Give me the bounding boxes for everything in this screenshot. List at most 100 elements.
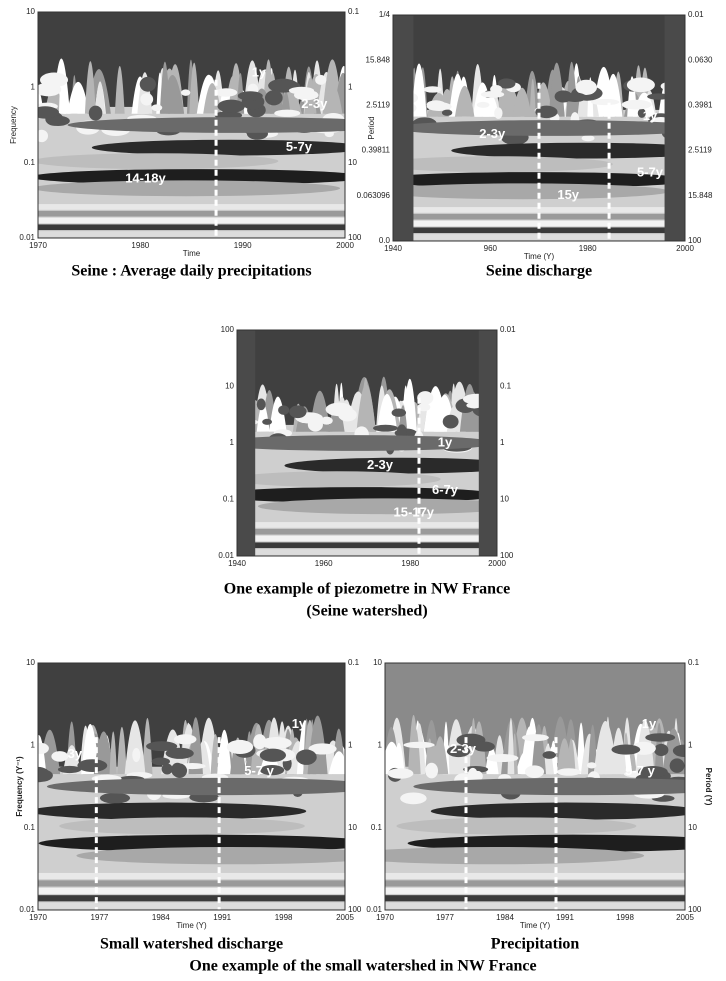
blob: [554, 90, 573, 103]
left-tick-label: 100: [221, 325, 235, 334]
right-tick-label: 100: [348, 233, 362, 242]
blob: [140, 93, 154, 106]
blob: [522, 734, 549, 742]
blob: [645, 733, 676, 742]
left-tick-label: 15.848: [366, 55, 391, 64]
blob: [446, 745, 471, 758]
blob: [490, 85, 503, 94]
x-tick-label: 2000: [676, 244, 694, 253]
blob: [535, 105, 558, 119]
low-freq-stripe: [393, 207, 685, 213]
blob: [259, 748, 287, 762]
x-tick-label: 1991: [556, 913, 574, 922]
edge: [664, 15, 685, 241]
blob: [151, 757, 171, 766]
blob: [99, 792, 131, 804]
plot-frame: [37, 11, 346, 239]
spike: [393, 742, 405, 775]
blob: [171, 762, 184, 777]
x-tick-label: 2005: [676, 913, 694, 922]
x-tick-label: 1960: [315, 559, 333, 568]
x-tick-label: 1940: [384, 244, 402, 253]
blob: [315, 74, 327, 85]
spike: [431, 736, 449, 775]
y-axis-label: Period (Y): [704, 768, 713, 806]
blob: [217, 99, 245, 113]
spike: [188, 717, 203, 775]
blob: [308, 743, 337, 755]
blob: [77, 759, 108, 772]
left-tick-label: 10: [373, 658, 382, 667]
blob: [307, 417, 323, 432]
period-annotation: 1y: [252, 64, 267, 79]
spike: [94, 81, 106, 114]
x-tick-label: 1940: [228, 559, 246, 568]
panel-caption: Small watershed discharge: [100, 936, 283, 953]
blob: [417, 403, 431, 412]
band: [59, 817, 305, 835]
left-tick-label: 0.063096: [357, 191, 391, 200]
spectrum: [393, 15, 685, 241]
blob: [226, 739, 254, 755]
x-tick-label: 1970: [29, 241, 47, 250]
figure-caption: One example of the small watershed in NW…: [189, 958, 536, 975]
panel-caption: (Seine watershed): [306, 603, 427, 620]
blob: [590, 98, 620, 106]
blob: [441, 109, 453, 116]
blob: [173, 734, 197, 745]
blob: [278, 405, 290, 415]
period-annotation: 5-7y: [286, 139, 313, 154]
right-tick-label: 100: [688, 236, 702, 245]
blob: [497, 78, 516, 89]
blob: [237, 91, 263, 101]
blob: [259, 764, 285, 776]
left-tick-label: 0.01: [19, 905, 35, 914]
panel-caption: Precipitation: [491, 936, 580, 953]
blob: [38, 82, 62, 97]
blob: [146, 741, 178, 752]
spike: [124, 720, 146, 775]
low-freq-stripe: [237, 535, 497, 542]
x-axis-label: Time (Y): [524, 252, 555, 261]
left-tick-label: 10: [26, 658, 35, 667]
blob: [38, 769, 53, 782]
spike: [548, 62, 565, 117]
x-tick-label: 1980: [131, 241, 149, 250]
spike: [328, 751, 345, 775]
blob: [486, 754, 519, 763]
edge: [237, 330, 256, 556]
low-freq-stripe: [38, 895, 345, 902]
period-annotation: 15-17y: [394, 504, 435, 519]
wavelet-panel: 10 1 0.1 0.01 0.1 1 10 100 1970 1980 1990 2000 Time F…: [9, 7, 362, 280]
blob: [525, 765, 545, 778]
left-tick-label: 1: [31, 82, 36, 91]
band: [38, 802, 307, 820]
blob: [264, 90, 283, 106]
band: [237, 435, 497, 451]
band: [38, 169, 345, 185]
spectrum: [237, 330, 497, 556]
spike: [593, 721, 618, 775]
x-tick-label: 1998: [616, 913, 634, 922]
blob: [38, 106, 59, 119]
blob: [215, 88, 238, 97]
x-tick-label: 1984: [496, 913, 514, 922]
band: [38, 180, 341, 197]
spike: [210, 733, 221, 775]
blob: [274, 109, 301, 117]
band: [257, 498, 497, 515]
right-tick-label: 100: [348, 905, 362, 914]
spike: [356, 383, 376, 432]
low-freq-stripe: [237, 542, 497, 549]
band: [76, 847, 345, 865]
left-tick-label: 0.0: [379, 236, 391, 245]
low-freq-stripe: [38, 204, 345, 210]
blob: [494, 107, 503, 119]
x-tick-label: 1970: [29, 913, 47, 922]
right-tick-label: 0.1: [500, 382, 512, 391]
spike: [189, 62, 200, 114]
right-tick-label: 10: [500, 495, 509, 504]
y-axis-label: Period: [367, 116, 376, 139]
right-tick-label: 100: [500, 551, 514, 560]
